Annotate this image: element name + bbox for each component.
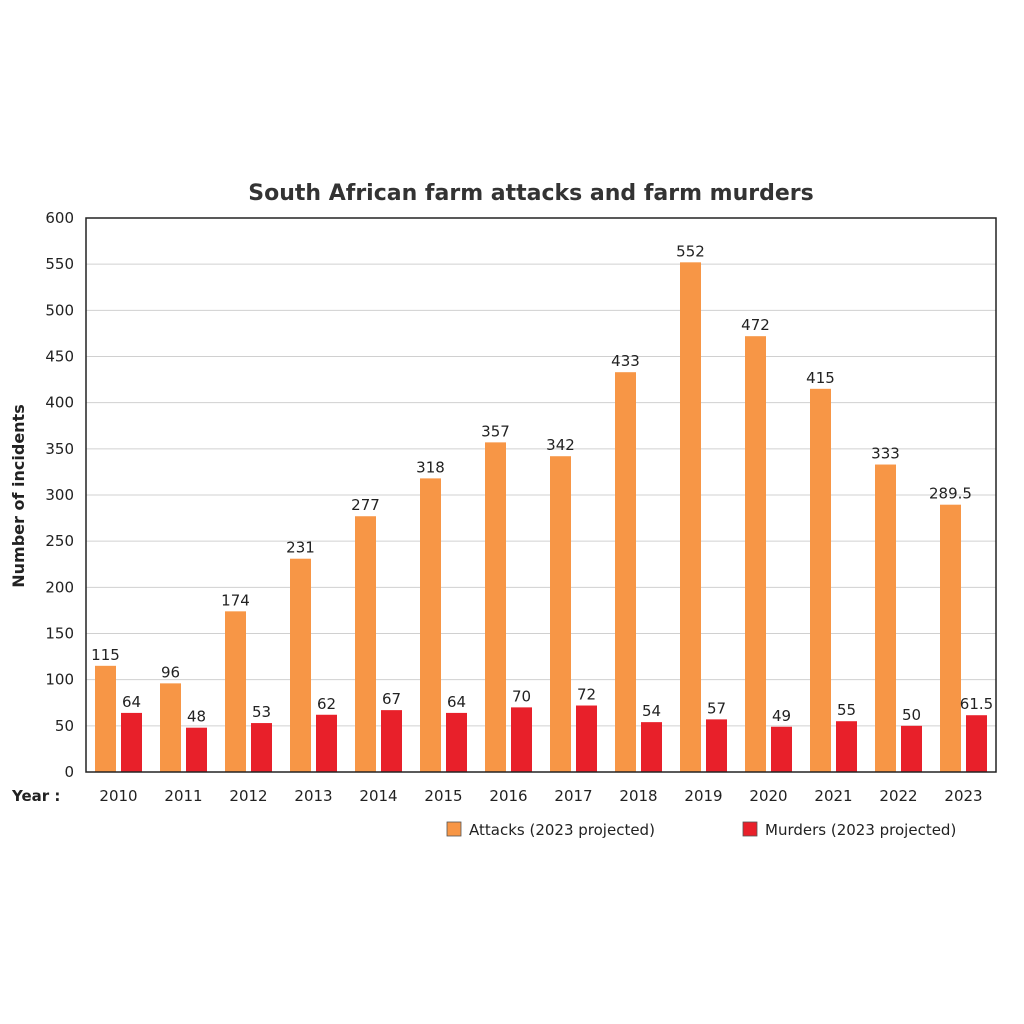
plot-frame bbox=[85, 217, 997, 773]
y-tick-label: 300 bbox=[45, 486, 74, 504]
x-tick-label: 2010 bbox=[99, 787, 137, 805]
murders-bar bbox=[381, 710, 402, 772]
murders-data-label: 67 bbox=[382, 690, 401, 708]
y-tick-label: 400 bbox=[45, 394, 74, 412]
attacks-data-label: 115 bbox=[91, 646, 120, 664]
attacks-data-label: 415 bbox=[806, 369, 835, 387]
murders-data-label: 62 bbox=[317, 695, 336, 713]
data-labels: 115 64 96 48 174 53 231 62 277 67 318 64 357 70 342 72 4… bbox=[91, 242, 993, 725]
y-tick-label: 500 bbox=[45, 301, 74, 319]
murders-bar bbox=[186, 727, 207, 772]
attacks-data-label: 277 bbox=[351, 496, 380, 514]
x-tick-label: 2022 bbox=[879, 787, 917, 805]
x-tick-label: 2014 bbox=[359, 787, 397, 805]
legend: Attacks (2023 projected) Murders (2023 pr… bbox=[446, 821, 956, 839]
attacks-data-label: 552 bbox=[676, 242, 705, 260]
murders-bar bbox=[511, 707, 532, 772]
x-tick-label: 2011 bbox=[164, 787, 202, 805]
murders-data-label: 72 bbox=[577, 686, 596, 704]
chart-title: South African farm attacks and farm murd… bbox=[248, 181, 813, 206]
legend-attacks-swatch bbox=[446, 821, 462, 837]
attacks-bar bbox=[615, 372, 636, 772]
x-tick-label: 2021 bbox=[814, 787, 852, 805]
murders-bar bbox=[121, 712, 142, 772]
murders-bar bbox=[641, 722, 662, 772]
x-tick-label: 2020 bbox=[749, 787, 787, 805]
y-tick-label: 100 bbox=[45, 671, 74, 689]
murders-bar bbox=[576, 705, 597, 772]
murders-data-label: 55 bbox=[837, 701, 856, 719]
gridlines bbox=[86, 263, 996, 727]
murders-data-label: 49 bbox=[772, 707, 791, 725]
murders-bar bbox=[966, 715, 987, 772]
y-tick-label: 50 bbox=[55, 717, 74, 735]
bars bbox=[95, 262, 987, 772]
y-tick-label: 550 bbox=[45, 255, 74, 273]
murders-data-label: 64 bbox=[122, 693, 141, 711]
murders-data-label: 53 bbox=[252, 703, 271, 721]
attacks-bar bbox=[940, 504, 961, 772]
x-tick-label: 2017 bbox=[554, 787, 592, 805]
y-tick-label: 350 bbox=[45, 440, 74, 458]
murders-data-label: 50 bbox=[902, 706, 921, 724]
murders-bar bbox=[836, 721, 857, 772]
x-tick-label: 2016 bbox=[489, 787, 527, 805]
x-tick-label: 2013 bbox=[294, 787, 332, 805]
attacks-data-label: 357 bbox=[481, 422, 510, 440]
attacks-bar bbox=[810, 388, 831, 772]
attacks-bar bbox=[160, 683, 181, 772]
murders-data-label: 54 bbox=[642, 702, 661, 720]
attacks-data-label: 96 bbox=[161, 663, 180, 681]
attacks-data-label: 174 bbox=[221, 591, 250, 609]
murders-bar bbox=[446, 712, 467, 772]
x-tick-label: 2012 bbox=[229, 787, 267, 805]
y-tick-label: 200 bbox=[45, 578, 74, 596]
attacks-bar bbox=[680, 262, 701, 772]
attacks-data-label: 289.5 bbox=[929, 485, 972, 503]
murders-data-label: 64 bbox=[447, 693, 466, 711]
attacks-bar bbox=[290, 558, 311, 772]
murders-bar bbox=[706, 719, 727, 772]
attacks-data-label: 433 bbox=[611, 352, 640, 370]
y-tick-label: 150 bbox=[45, 625, 74, 643]
attacks-bar bbox=[225, 611, 246, 772]
attacks-data-label: 231 bbox=[286, 539, 315, 557]
attacks-bar bbox=[875, 464, 896, 772]
x-tick-label: 2019 bbox=[684, 787, 722, 805]
attacks-bar bbox=[485, 442, 506, 772]
y-tick-label: 600 bbox=[45, 209, 74, 227]
attacks-data-label: 342 bbox=[546, 436, 575, 454]
x-tick-label: 2018 bbox=[619, 787, 657, 805]
attacks-bar bbox=[95, 665, 116, 772]
y-tick-label: 250 bbox=[45, 532, 74, 550]
x-axis-ticks: 2010 2011 2012 2013 2014 2015 2016 2017 2018 2019… bbox=[99, 787, 982, 805]
murders-data-label: 48 bbox=[187, 708, 206, 726]
y-axis-ticks: 0 50 100 150 200 250 300 350 400 450 500 550 600 bbox=[45, 209, 74, 781]
attacks-data-label: 472 bbox=[741, 316, 770, 334]
murders-bar bbox=[901, 725, 922, 772]
murders-bar bbox=[316, 714, 337, 772]
murders-bar bbox=[771, 726, 792, 772]
attacks-data-label: 333 bbox=[871, 445, 900, 463]
y-axis-label: Number of incidents bbox=[9, 404, 28, 587]
attacks-bar bbox=[550, 456, 571, 772]
y-tick-label: 0 bbox=[64, 763, 74, 781]
attacks-data-label: 318 bbox=[416, 458, 445, 476]
attacks-bar bbox=[420, 478, 441, 772]
legend-murders-label: Murders (2023 projected) bbox=[765, 821, 956, 839]
murders-data-label: 70 bbox=[512, 687, 531, 705]
legend-murders-swatch bbox=[742, 821, 758, 837]
attacks-bar bbox=[355, 516, 376, 772]
x-tick-label: 2015 bbox=[424, 787, 462, 805]
x-tick-label: 2023 bbox=[944, 787, 982, 805]
y-tick-label: 450 bbox=[45, 348, 74, 366]
legend-attacks-label: Attacks (2023 projected) bbox=[469, 821, 655, 839]
x-axis-prefix: Year : bbox=[11, 787, 60, 805]
murders-data-label: 57 bbox=[707, 699, 726, 717]
murders-bar bbox=[251, 723, 272, 772]
murders-data-label: 61.5 bbox=[960, 695, 993, 713]
attacks-bar bbox=[745, 336, 766, 772]
